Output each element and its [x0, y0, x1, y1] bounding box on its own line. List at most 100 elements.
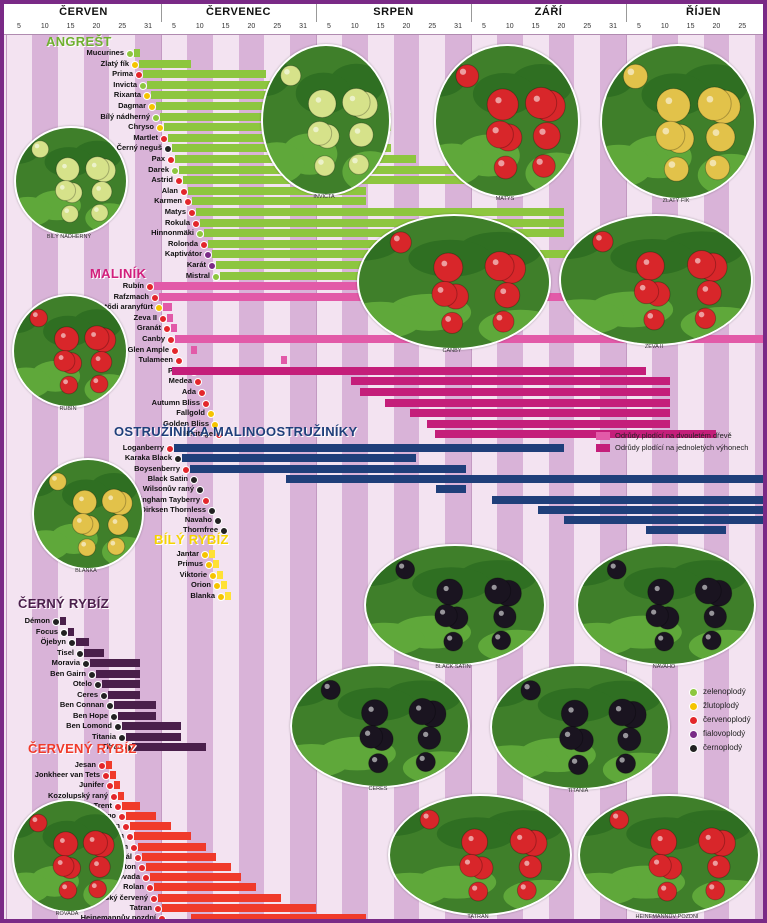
variety-label: Jonkheer van Tets — [34, 770, 100, 780]
fruit-color-label: žlutoplodý — [703, 701, 740, 710]
day-tick-label: 10 — [195, 23, 204, 30]
month-header-divider — [161, 4, 162, 22]
fruit-color-badge — [194, 378, 202, 387]
variety-label: Junifer — [78, 780, 104, 790]
harvest-bar — [134, 49, 140, 57]
fruit-color-dot — [689, 730, 698, 739]
variety-label: Loganberry — [122, 443, 164, 452]
fruit-color-badge — [110, 792, 118, 801]
variety-label: Rovada — [112, 872, 140, 882]
berry-illustration — [492, 673, 668, 787]
variety-label: Tisel — [57, 647, 74, 657]
berry-illustration — [359, 223, 549, 347]
fruit-color-dot — [689, 702, 698, 711]
fruit-color-badge — [126, 833, 134, 842]
day-tick-label: 25 — [118, 23, 127, 30]
berry-highlight — [495, 97, 502, 104]
harvest-bar — [96, 669, 141, 678]
month-header-divider — [316, 4, 317, 22]
fruit-color-badge — [175, 357, 183, 366]
berry-highlight — [52, 475, 57, 481]
fruit-color-badge — [154, 904, 162, 913]
berry-shape — [53, 831, 79, 857]
berry-shape — [28, 813, 48, 833]
variety-label: Astrid — [151, 175, 173, 185]
variety-label: Granát — [136, 323, 161, 333]
fruit-color-badge — [114, 723, 122, 731]
berry-shape — [696, 280, 722, 306]
berry-shape — [468, 881, 489, 902]
harvest-bar — [114, 781, 120, 790]
berry-highlight — [112, 519, 118, 524]
berry-illustration — [14, 807, 124, 910]
berry-highlight — [651, 609, 657, 615]
berry-highlight — [62, 163, 67, 169]
berry-shape — [485, 120, 514, 149]
fruit-photo — [559, 214, 753, 346]
berry-shape — [31, 140, 50, 159]
fruit-color-badge — [118, 813, 126, 821]
variety-label: Fallgold — [176, 408, 205, 418]
fruit-color-badge — [208, 506, 216, 515]
berry-shape — [280, 65, 302, 87]
variety-label: Matys — [164, 207, 186, 216]
fruit-color-badge — [139, 81, 147, 90]
harvest-bar — [130, 822, 171, 831]
fruit-color-badge — [200, 240, 208, 249]
berry-highlight — [698, 311, 705, 318]
harvest-bar — [167, 313, 173, 322]
fruit-photo — [600, 44, 756, 200]
variety-label: Golden Bliss — [163, 418, 209, 428]
harvest-bar — [68, 627, 74, 636]
berry-shape — [29, 308, 48, 328]
berry-shape — [419, 809, 440, 830]
variety-label: Tiben — [102, 742, 122, 751]
berry-highlight — [318, 159, 324, 165]
day-tick-label: 5 — [171, 23, 176, 30]
fruit-color-badge — [60, 628, 68, 637]
fruit-color-badge — [159, 314, 167, 323]
day-tick-label: 25 — [428, 23, 437, 30]
berry-illustration — [580, 803, 758, 913]
variety-label: Mucurines — [86, 48, 124, 57]
fruit-color-badge — [124, 744, 132, 752]
fruit-color-badge — [156, 124, 164, 133]
berry-highlight — [564, 731, 571, 738]
variety-label: Moravia — [51, 658, 80, 667]
day-tick-label: 20 — [557, 23, 566, 30]
berry-shape — [85, 156, 110, 181]
berry-highlight — [491, 584, 497, 590]
photo-caption: CANBY — [442, 348, 462, 354]
day-tick-label: 31 — [454, 23, 462, 30]
berry-shape — [455, 64, 480, 88]
berry-shape — [88, 879, 107, 899]
harvest-bar — [427, 419, 670, 428]
variety-label: Démon — [24, 616, 50, 625]
variety-label: Rolan — [123, 882, 144, 892]
fruit-color-badge — [98, 762, 106, 770]
berry-highlight — [399, 563, 405, 569]
day-tick-label: 10 — [40, 23, 49, 30]
berry-shape — [705, 122, 736, 153]
fruit-color-badge — [102, 772, 110, 781]
berry-highlight — [709, 610, 715, 616]
berry-highlight — [372, 756, 378, 763]
variety-label: Martlet — [133, 132, 158, 142]
berry-highlight — [447, 635, 453, 641]
berry-highlight — [59, 838, 65, 844]
fruit-color-badge — [146, 283, 154, 291]
berry-shape — [635, 251, 665, 281]
fruit-photo — [490, 664, 670, 790]
month-header-divider — [471, 4, 472, 22]
berry-highlight — [709, 159, 717, 167]
fruit-color-badge — [110, 712, 118, 721]
berry-shape — [694, 577, 722, 605]
berry-highlight — [60, 333, 66, 339]
berry-shape — [532, 154, 556, 178]
day-tick-label: 10 — [350, 23, 359, 30]
berry-shape — [433, 252, 464, 283]
harvest-bar — [191, 345, 197, 354]
fruit-photo — [261, 44, 391, 196]
photo-caption: INVICTA — [313, 194, 335, 200]
day-tick-label: 15 — [221, 23, 230, 30]
